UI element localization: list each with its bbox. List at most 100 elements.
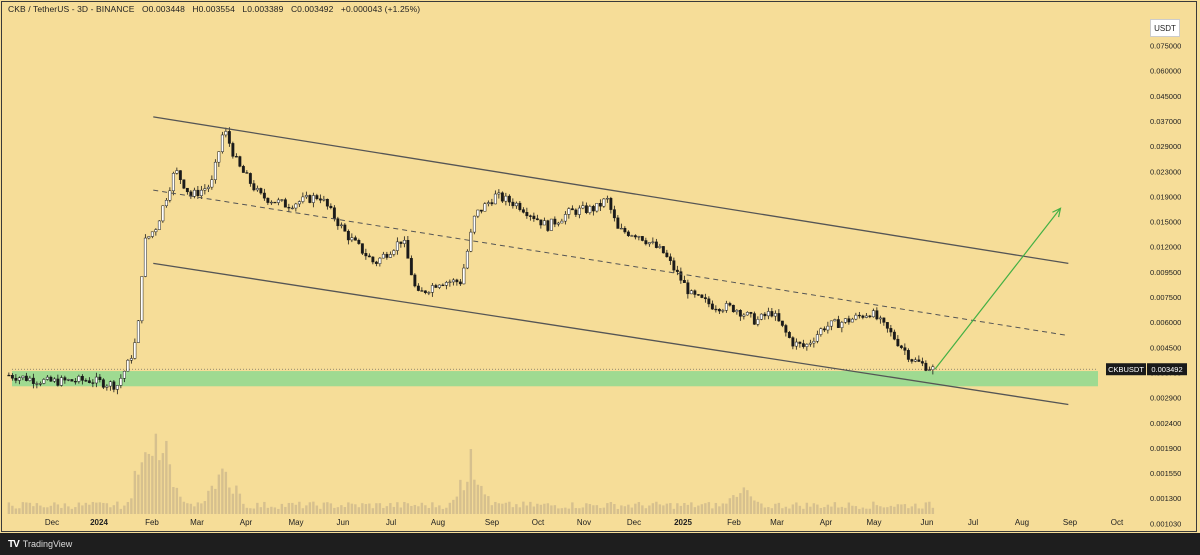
candle-body: [854, 314, 858, 320]
candle: [602, 197, 606, 208]
candle-body: [714, 308, 718, 311]
candle: [147, 236, 151, 240]
currency-unit-button[interactable]: USDT: [1150, 19, 1180, 37]
candle: [283, 197, 287, 208]
time-tick-label: Feb: [145, 518, 159, 527]
volume-bar: [875, 505, 879, 514]
symbol-label[interactable]: CKB / TetherUS - 3D - BINANCE: [8, 4, 135, 14]
volume-bar: [644, 508, 648, 514]
volume-bar: [494, 501, 497, 514]
candle: [301, 192, 305, 204]
open-value: O0.003448: [141, 4, 185, 14]
volume-bar: [119, 508, 123, 514]
time-tick-label: Feb: [727, 518, 741, 527]
candle: [714, 305, 718, 313]
volume-bar: [42, 507, 46, 514]
volume-bar: [833, 502, 837, 514]
candle-body: [241, 166, 245, 173]
candle-body: [434, 285, 438, 288]
volume-bar: [557, 508, 560, 514]
volume-bar: [823, 507, 826, 514]
volume-bar: [126, 502, 130, 514]
candle-body: [245, 172, 249, 174]
candle-body: [269, 201, 273, 204]
candle: [504, 192, 508, 206]
volume-bar: [144, 452, 147, 514]
candle-body: [745, 312, 749, 316]
candle: [493, 190, 497, 205]
volume-bar: [228, 487, 231, 514]
candle-body: [385, 253, 389, 258]
candle: [238, 155, 242, 168]
candle-body: [630, 235, 634, 237]
candle: [539, 219, 543, 229]
candle: [483, 202, 487, 212]
brand-label: TradingView: [22, 539, 73, 549]
candle: [497, 189, 501, 199]
candle-body: [542, 220, 546, 226]
time-tick-label: Mar: [770, 518, 784, 527]
candle: [126, 358, 130, 372]
volume-bar: [109, 507, 112, 514]
candle-body: [350, 237, 354, 241]
price-tick-label: 0.009500: [1150, 268, 1181, 277]
candle-body: [822, 328, 826, 331]
volume-bar: [287, 502, 291, 514]
volume-bar: [872, 501, 875, 514]
candle: [633, 234, 637, 240]
volume-bar: [361, 503, 364, 514]
price-tick-label: 0.015000: [1150, 218, 1181, 227]
candle: [343, 223, 347, 232]
tradingview-logo[interactable]: TV TradingView: [8, 539, 72, 550]
price-chart[interactable]: 0.075000 0.060000 0.045000 0.037000 0.029000…: [0, 0, 1200, 533]
volume-bar: [270, 506, 273, 514]
candle-body: [168, 190, 172, 201]
candle-body: [570, 208, 574, 211]
volume-bar: [546, 503, 550, 514]
candle-body: [318, 198, 322, 201]
candle-body: [784, 325, 788, 333]
candle-body: [486, 202, 490, 204]
candle-body: [812, 340, 816, 344]
candle-body: [584, 205, 588, 213]
candle: [24, 372, 28, 382]
volume-bar: [529, 501, 532, 514]
volume-bar: [273, 507, 277, 514]
volume-bar: [441, 508, 445, 514]
volume-bar: [11, 505, 14, 514]
candle-body: [787, 332, 791, 338]
candle: [910, 358, 914, 364]
price-tick-label: 0.019000: [1150, 192, 1181, 201]
candle: [353, 235, 357, 241]
volume-bar: [837, 507, 840, 514]
candle-body: [511, 201, 515, 207]
time-tick-label: Oct: [1111, 518, 1124, 527]
candle: [21, 375, 25, 381]
candle-body: [217, 151, 221, 163]
candle: [479, 209, 483, 214]
candle: [444, 280, 448, 290]
candle: [206, 184, 210, 193]
candle-body: [112, 381, 116, 390]
candle-body: [553, 218, 557, 225]
candle: [532, 212, 536, 222]
candle-body: [791, 337, 795, 347]
volume-bar: [693, 507, 697, 514]
candle-body: [563, 214, 567, 222]
volume-bar: [161, 453, 165, 514]
candle: [871, 308, 875, 318]
candle: [889, 324, 893, 337]
candle-body: [906, 350, 910, 360]
volume-bar: [151, 455, 154, 514]
candle-body: [913, 359, 917, 362]
candle: [861, 314, 865, 320]
candle: [203, 184, 207, 195]
candle-body: [815, 334, 819, 342]
candle-body: [595, 203, 599, 212]
candle: [140, 276, 144, 324]
candle: [409, 255, 413, 276]
candle: [80, 374, 84, 385]
candle-body: [528, 215, 532, 217]
candle-body: [829, 320, 833, 327]
price-tick-label: 0.004500: [1150, 343, 1181, 352]
